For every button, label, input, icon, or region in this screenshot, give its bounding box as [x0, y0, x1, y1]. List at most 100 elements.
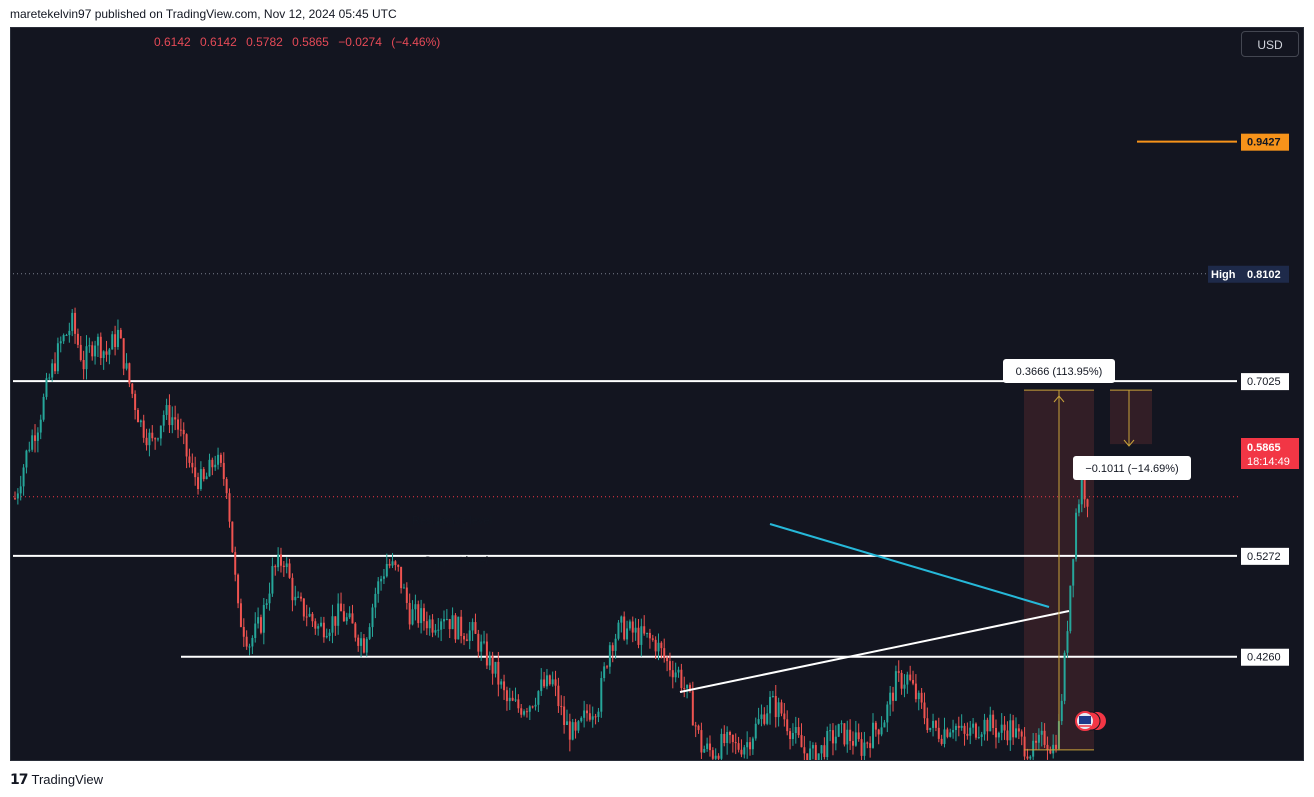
candle: [391, 553, 394, 569]
candle: [1023, 727, 1026, 760]
candle-body: [460, 616, 463, 637]
currency-button[interactable]: USD: [1241, 31, 1299, 57]
candle-body: [814, 745, 817, 760]
candle-body: [543, 679, 546, 687]
candle: [182, 422, 185, 445]
trendlines[interactable]: [679, 523, 1070, 693]
candle-body: [734, 742, 737, 744]
candle-body: [763, 714, 766, 724]
candle: [1006, 721, 1009, 746]
candle-body: [992, 714, 995, 728]
high-price-label: 0.8102: [1247, 269, 1281, 281]
candle: [869, 736, 872, 758]
candle: [889, 685, 892, 717]
candle-body: [906, 674, 909, 685]
candle: [580, 716, 583, 723]
candle: [1060, 693, 1063, 725]
candle-body: [769, 696, 772, 714]
candle-body: [174, 417, 177, 420]
candle: [934, 720, 937, 732]
ascending-trendline[interactable]: [679, 610, 1070, 693]
candle: [237, 573, 240, 609]
candle-body: [654, 639, 657, 652]
candle: [789, 728, 792, 750]
candle: [505, 686, 508, 711]
candle-body: [242, 626, 245, 637]
candle: [897, 660, 900, 682]
footer-brand[interactable]: 𝟭𝟳 TradingView: [10, 771, 103, 788]
candle: [1043, 723, 1046, 748]
annotations: 0.3666 (113.95%) −0.1011 (−14.69%) Resista…: [412, 359, 1191, 751]
ohlc-low: 0.5782: [246, 35, 283, 49]
candle: [591, 706, 594, 728]
candle: [628, 619, 631, 631]
candle-body: [28, 449, 31, 451]
candle: [122, 338, 125, 376]
candle: [1026, 748, 1029, 760]
candle-body: [523, 711, 526, 715]
candle-body: [511, 697, 514, 701]
candle: [749, 737, 752, 756]
candle-body: [454, 615, 457, 640]
candle-body: [494, 661, 497, 674]
candle: [1052, 734, 1055, 759]
candle: [1035, 732, 1038, 750]
candle-body: [1080, 479, 1083, 505]
candle-body: [228, 493, 231, 522]
candle: [348, 606, 351, 619]
candle-body: [854, 732, 857, 746]
candle-body: [22, 467, 25, 487]
candle: [428, 615, 431, 636]
candle: [445, 609, 448, 621]
candle: [116, 319, 119, 350]
candle: [168, 394, 171, 433]
candle-body: [414, 604, 417, 610]
candle: [857, 723, 860, 742]
candle: [643, 615, 646, 636]
candle: [400, 566, 403, 594]
candle-body: [136, 409, 139, 423]
candle-body: [262, 605, 265, 633]
candle-body: [422, 608, 425, 622]
candle-body: [148, 432, 151, 446]
candle: [671, 660, 674, 689]
candle-body: [217, 454, 220, 465]
candle: [537, 690, 540, 713]
price-chart[interactable]: 0.3666 (113.95%) −0.1011 (−14.69%) Resista…: [11, 28, 1303, 760]
candle: [68, 322, 71, 343]
candle: [165, 398, 168, 420]
candle: [411, 600, 414, 626]
candle: [142, 414, 145, 443]
candle-body: [708, 743, 711, 751]
candle: [514, 687, 517, 702]
candle: [943, 717, 946, 748]
candle: [663, 638, 666, 663]
candle: [714, 748, 717, 760]
candle: [194, 456, 197, 486]
candle: [909, 665, 912, 682]
candle-body: [706, 743, 709, 749]
candle-body: [1029, 756, 1032, 759]
candle-body: [940, 738, 943, 744]
candle-body: [182, 429, 185, 435]
candle: [437, 618, 440, 638]
target-price-label: 0.9427: [1247, 137, 1281, 149]
candle: [485, 633, 488, 670]
candle: [331, 604, 334, 644]
candle: [48, 373, 51, 381]
candle: [231, 521, 234, 553]
candle: [751, 736, 754, 755]
candle: [903, 674, 906, 698]
candle: [797, 717, 800, 738]
candle-body: [594, 716, 597, 718]
chart-pane[interactable]: 0.3666 (113.95%) −0.1011 (−14.69%) Resista…: [10, 27, 1304, 761]
candle-body: [1003, 724, 1006, 731]
candle-body: [663, 648, 666, 658]
descending-trendline[interactable]: [769, 523, 1050, 608]
current-price-badge: [1241, 438, 1299, 469]
candle-body: [208, 459, 211, 477]
flag-icon[interactable]: [1075, 711, 1106, 731]
candle-body: [717, 755, 720, 759]
candle-body: [851, 741, 854, 746]
candle: [577, 720, 580, 734]
